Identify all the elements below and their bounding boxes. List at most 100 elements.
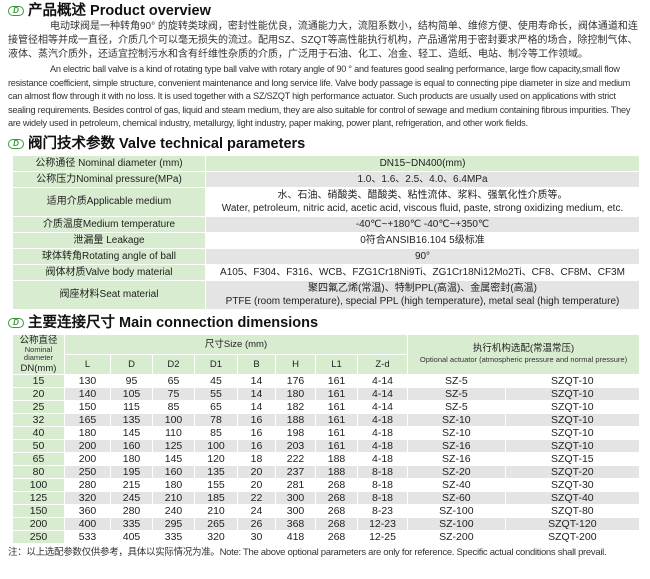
page: D 产品概述 Product overview 电动球阀是一种转角90° 的旋转类… (8, 3, 642, 558)
tech-row: 适用介质Applicable medium 水、石油、硝酸类、醋酸类、粘性流体、浆… (12, 186, 640, 217)
dims-table: 公称直径 Nominal diameter DN(mm) 尺寸Size (mm) 执… (12, 333, 641, 544)
tech-value-cell: 1.0、1.6、2.5、4.0、6.4MPa (205, 170, 640, 188)
dims-cell: 78 (194, 412, 238, 427)
dims-cell: 198 (275, 425, 316, 440)
dims-cell: SZ-20 (407, 464, 506, 479)
dims-cell: 295 (152, 516, 195, 531)
actuator-header: 执行机构选配(常温常压) Optional actuator (atmospher… (407, 333, 640, 375)
dn-cell: 50 (12, 438, 65, 453)
tech-value-cell: A105、F304、F316、WCB、FZG1Cr18Ni9Ti、ZG1Cr18… (205, 263, 640, 281)
dn-cell: 32 (12, 412, 65, 427)
tech-value: 聚四氟乙烯(常温)、特制PPL(高温)、金属密封(高温) (308, 282, 537, 294)
dn-header-cn: 公称直径 (19, 334, 58, 346)
dims-cell: 418 (275, 529, 316, 544)
dn-header: 公称直径 Nominal diameter DN(mm) (12, 333, 65, 375)
tech-heading: D 阀门技术参数 Valve technical parameters (8, 135, 642, 153)
dims-cell: 24 (237, 503, 276, 518)
dims-cell: 188 (315, 451, 358, 466)
dims-cell: 4-18 (357, 438, 408, 453)
tech-value-cell: 90° (205, 247, 640, 265)
dims-cell: 222 (275, 451, 316, 466)
dims-row: 200 400 335 295 265 26 368 268 12-23 SZ-100 SZQT-1… (12, 516, 641, 531)
dims-row: 150 360 280 240 210 24 300 268 8-23 SZ-100 SZQT-80 (12, 503, 641, 518)
dn-cell: 40 (12, 425, 65, 440)
dims-row: 100 280 215 180 155 20 281 268 8-18 SZ-40 SZQT-30 (12, 477, 641, 492)
dims-cell: 368 (275, 516, 316, 531)
tech-label: 公称压力Nominal pressure(MPa) (12, 170, 206, 188)
dn-cell: 80 (12, 464, 65, 479)
dims-cell: SZ-100 (407, 503, 506, 518)
dims-cell: SZ-100 (407, 516, 506, 531)
tech-value-cell: DN15~DN400(mm) (205, 154, 640, 172)
tech-label: 泄漏量 Leakage (12, 231, 206, 249)
column-header-b: B (237, 353, 276, 375)
dims-cell: 8-23 (357, 503, 408, 518)
tech-label: 适用介质Applicable medium (12, 186, 206, 217)
dims-cell: 100 (152, 412, 195, 427)
brand-logo-icon: D (8, 6, 24, 16)
brand-logo-icon: D (8, 138, 24, 149)
column-header-d1: D1 (194, 353, 238, 375)
dims-cell: 335 (152, 529, 195, 544)
tech-value-en: PTFE (room temperature), special PPL (hi… (225, 295, 620, 307)
dims-cell: SZQT-20 (504, 464, 641, 479)
dims-cell: 22 (237, 490, 276, 505)
dims-cell: 400 (64, 516, 111, 531)
dims-cell: SZ-16 (407, 438, 506, 453)
column-header-l1: L1 (315, 353, 358, 375)
dims-cell: SZQT-200 (504, 529, 641, 544)
tech-value: 0符合ANSIB16.104 5级标准 (360, 234, 485, 246)
dims-cell: 16 (237, 425, 276, 440)
tech-label: 阀座材料Seat material (12, 279, 206, 310)
column-header-l: L (64, 353, 111, 375)
dims-cell: 320 (64, 490, 111, 505)
dims-cell: SZQT-30 (504, 477, 641, 492)
dims-cell: 268 (315, 529, 358, 544)
dims-cell: 268 (315, 516, 358, 531)
dims-cell: 20 (237, 464, 276, 479)
dims-cell: 140 (64, 386, 111, 401)
dims-cell: 281 (275, 477, 316, 492)
dims-cell: 360 (64, 503, 111, 518)
tech-label: 球体转角Rotating angle of ball (12, 247, 206, 265)
dims-cell: 95 (110, 373, 153, 388)
dims-cell: 20 (237, 477, 276, 492)
dn-cell: 200 (12, 516, 65, 531)
dn-cell: 25 (12, 399, 65, 414)
dims-cell: 180 (64, 425, 111, 440)
dims-cell: 16 (237, 438, 276, 453)
dims-cell: 145 (110, 425, 153, 440)
dims-cell: 280 (64, 477, 111, 492)
dims-cell: 4-14 (357, 373, 408, 388)
dims-cell: 200 (64, 451, 111, 466)
tech-table: 公称通径 Nominal diameter (mm) DN15~DN400(mm)… (12, 154, 640, 310)
tech-value: A105、F304、F316、WCB、FZG1Cr18Ni9Ti、ZG1Cr18… (220, 266, 625, 278)
dims-cell: 12-25 (357, 529, 408, 544)
dims-cell: 85 (152, 399, 195, 414)
dims-cell: 55 (194, 386, 238, 401)
dims-cell: 405 (110, 529, 153, 544)
tech-label: 介质温度Medium temperature (12, 215, 206, 233)
column-header-d2: D2 (152, 353, 195, 375)
dims-cell: SZ-5 (407, 399, 506, 414)
dims-cell: 160 (110, 438, 153, 453)
dims-row: 50 200 160 125 100 16 203 161 4-18 SZ-16 SZQT-10 (12, 438, 641, 453)
dims-cell: SZQT-10 (504, 373, 641, 388)
dn-cell: 150 (12, 503, 65, 518)
dn-cell: 65 (12, 451, 65, 466)
dims-cell: 8-18 (357, 490, 408, 505)
dims-cell: 75 (152, 386, 195, 401)
dims-row: 250 533 405 335 320 30 418 268 12-25 SZ-200 SZQT-2… (12, 529, 641, 544)
dims-cell: 185 (194, 490, 238, 505)
dims-header-row: 公称直径 Nominal diameter DN(mm) 尺寸Size (mm) 执… (12, 333, 640, 375)
tech-value: DN15~DN400(mm) (379, 157, 466, 169)
dims-cell: 320 (194, 529, 238, 544)
dims-cell: 160 (152, 464, 195, 479)
dims-cell: 176 (275, 373, 316, 388)
dims-cell: 200 (64, 438, 111, 453)
size-header: 尺寸Size (mm) (64, 333, 408, 355)
dims-cell: 135 (194, 464, 238, 479)
dims-cell: SZQT-80 (504, 503, 641, 518)
dims-cell: 161 (315, 425, 358, 440)
dims-cell: 14 (237, 386, 276, 401)
